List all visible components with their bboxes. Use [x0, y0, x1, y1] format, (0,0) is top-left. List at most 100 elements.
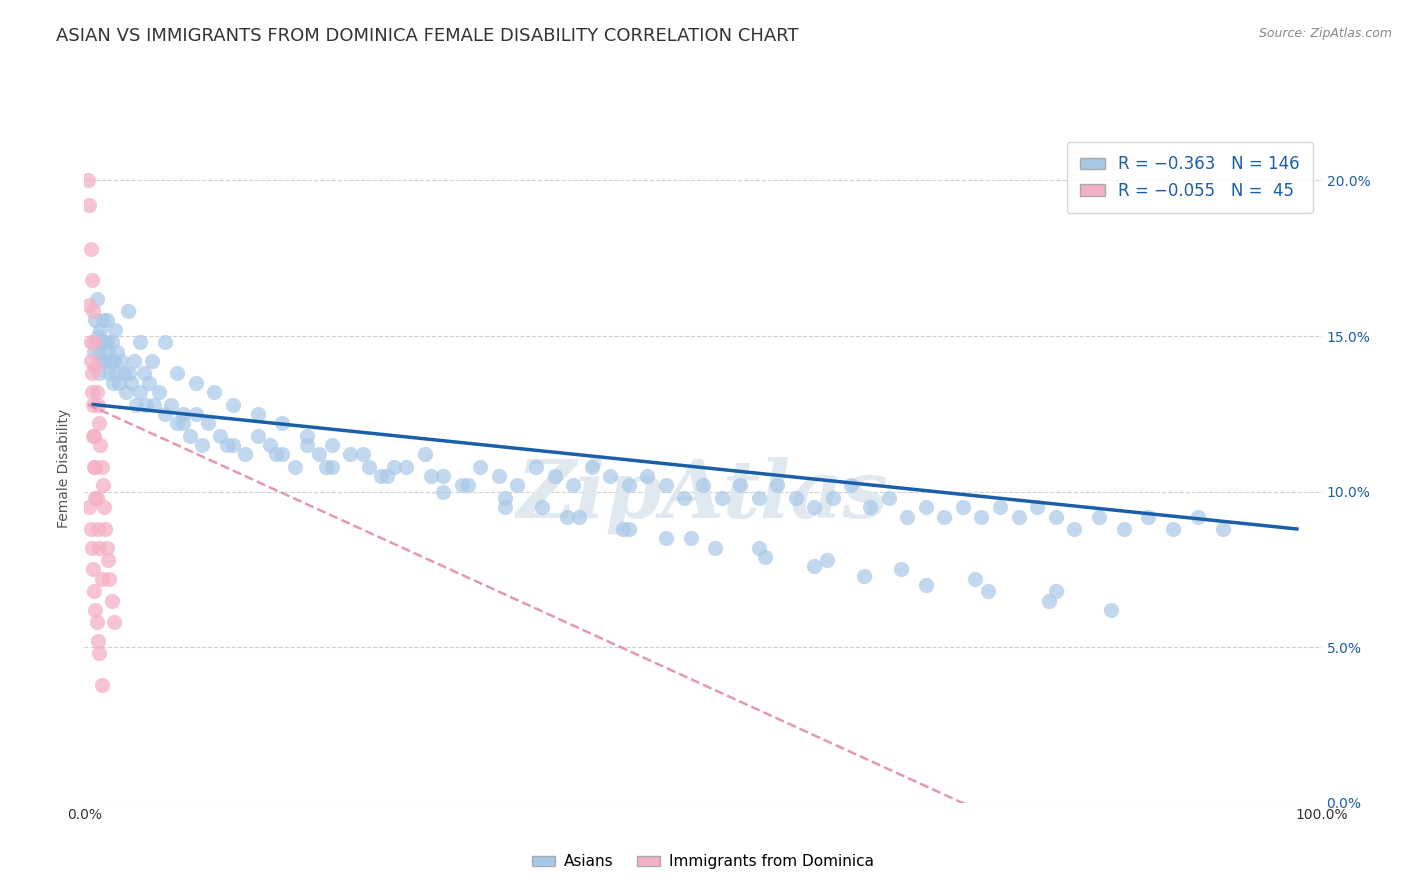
Point — [87, 329, 110, 343]
Point — [104, 323, 127, 337]
Point — [766, 478, 789, 492]
Point — [890, 562, 912, 576]
Point — [222, 397, 245, 411]
Point — [84, 603, 107, 617]
Point — [125, 397, 148, 411]
Point — [934, 509, 956, 524]
Point — [90, 572, 112, 586]
Point — [97, 553, 120, 567]
Point — [87, 397, 110, 411]
Point — [357, 459, 380, 474]
Point — [79, 242, 101, 256]
Point — [803, 559, 825, 574]
Point — [450, 478, 472, 492]
Text: Source: ZipAtlas.com: Source: ZipAtlas.com — [1258, 27, 1392, 40]
Point — [103, 354, 125, 368]
Point — [222, 438, 245, 452]
Point — [89, 416, 111, 430]
Point — [1026, 500, 1049, 515]
Point — [172, 416, 194, 430]
Point — [432, 469, 454, 483]
Point — [673, 491, 696, 505]
Point — [129, 335, 152, 350]
Point — [138, 376, 160, 390]
Point — [91, 478, 114, 492]
Point — [321, 459, 343, 474]
Point — [82, 428, 104, 442]
Point — [142, 397, 165, 411]
Point — [191, 438, 214, 452]
Point — [148, 385, 170, 400]
Point — [215, 438, 238, 452]
Point — [506, 478, 529, 492]
Point — [79, 500, 101, 515]
Point — [84, 459, 107, 474]
Point — [86, 385, 108, 400]
Point — [488, 469, 510, 483]
Point — [988, 500, 1011, 515]
Point — [93, 500, 115, 515]
Point — [87, 634, 110, 648]
Point — [93, 335, 115, 350]
Point — [710, 491, 733, 505]
Point — [166, 367, 188, 381]
Point — [100, 593, 122, 607]
Point — [90, 335, 112, 350]
Point — [271, 416, 294, 430]
Point — [382, 459, 405, 474]
Point — [135, 397, 157, 411]
Point — [1212, 522, 1234, 536]
Point — [617, 522, 640, 536]
Point — [264, 447, 287, 461]
Point — [184, 376, 207, 390]
Point — [79, 335, 101, 350]
Point — [110, 354, 132, 368]
Point — [89, 367, 111, 381]
Point — [184, 407, 207, 421]
Legend: R = −0.363   N = 146, R = −0.055   N =  45: R = −0.363 N = 146, R = −0.055 N = 45 — [1067, 142, 1313, 213]
Point — [432, 484, 454, 499]
Point — [965, 572, 987, 586]
Point — [104, 367, 127, 381]
Point — [543, 469, 565, 483]
Point — [197, 416, 219, 430]
Point — [754, 549, 776, 564]
Y-axis label: Female Disability: Female Disability — [58, 409, 72, 528]
Point — [98, 354, 121, 368]
Point — [172, 407, 194, 421]
Point — [82, 562, 104, 576]
Point — [321, 438, 343, 452]
Point — [84, 360, 107, 375]
Point — [83, 584, 105, 599]
Point — [555, 509, 578, 524]
Point — [202, 385, 225, 400]
Point — [896, 509, 918, 524]
Point — [79, 354, 101, 368]
Point — [692, 478, 714, 492]
Point — [704, 541, 727, 555]
Point — [80, 541, 103, 555]
Text: ZipAtlas: ZipAtlas — [517, 457, 889, 533]
Point — [90, 459, 112, 474]
Point — [79, 522, 101, 536]
Point — [636, 469, 658, 483]
Point — [352, 447, 374, 461]
Point — [655, 531, 678, 545]
Point — [748, 541, 770, 555]
Point — [80, 367, 103, 381]
Point — [803, 500, 825, 515]
Point — [96, 335, 118, 350]
Point — [599, 469, 621, 483]
Point — [91, 313, 114, 327]
Point — [1007, 509, 1029, 524]
Point — [914, 500, 936, 515]
Point — [118, 367, 141, 381]
Legend: Asians, Immigrants from Dominica: Asians, Immigrants from Dominica — [526, 848, 880, 875]
Point — [86, 292, 108, 306]
Point — [952, 500, 974, 515]
Point — [748, 491, 770, 505]
Point — [815, 553, 838, 567]
Point — [976, 584, 998, 599]
Point — [339, 447, 361, 461]
Point — [153, 335, 176, 350]
